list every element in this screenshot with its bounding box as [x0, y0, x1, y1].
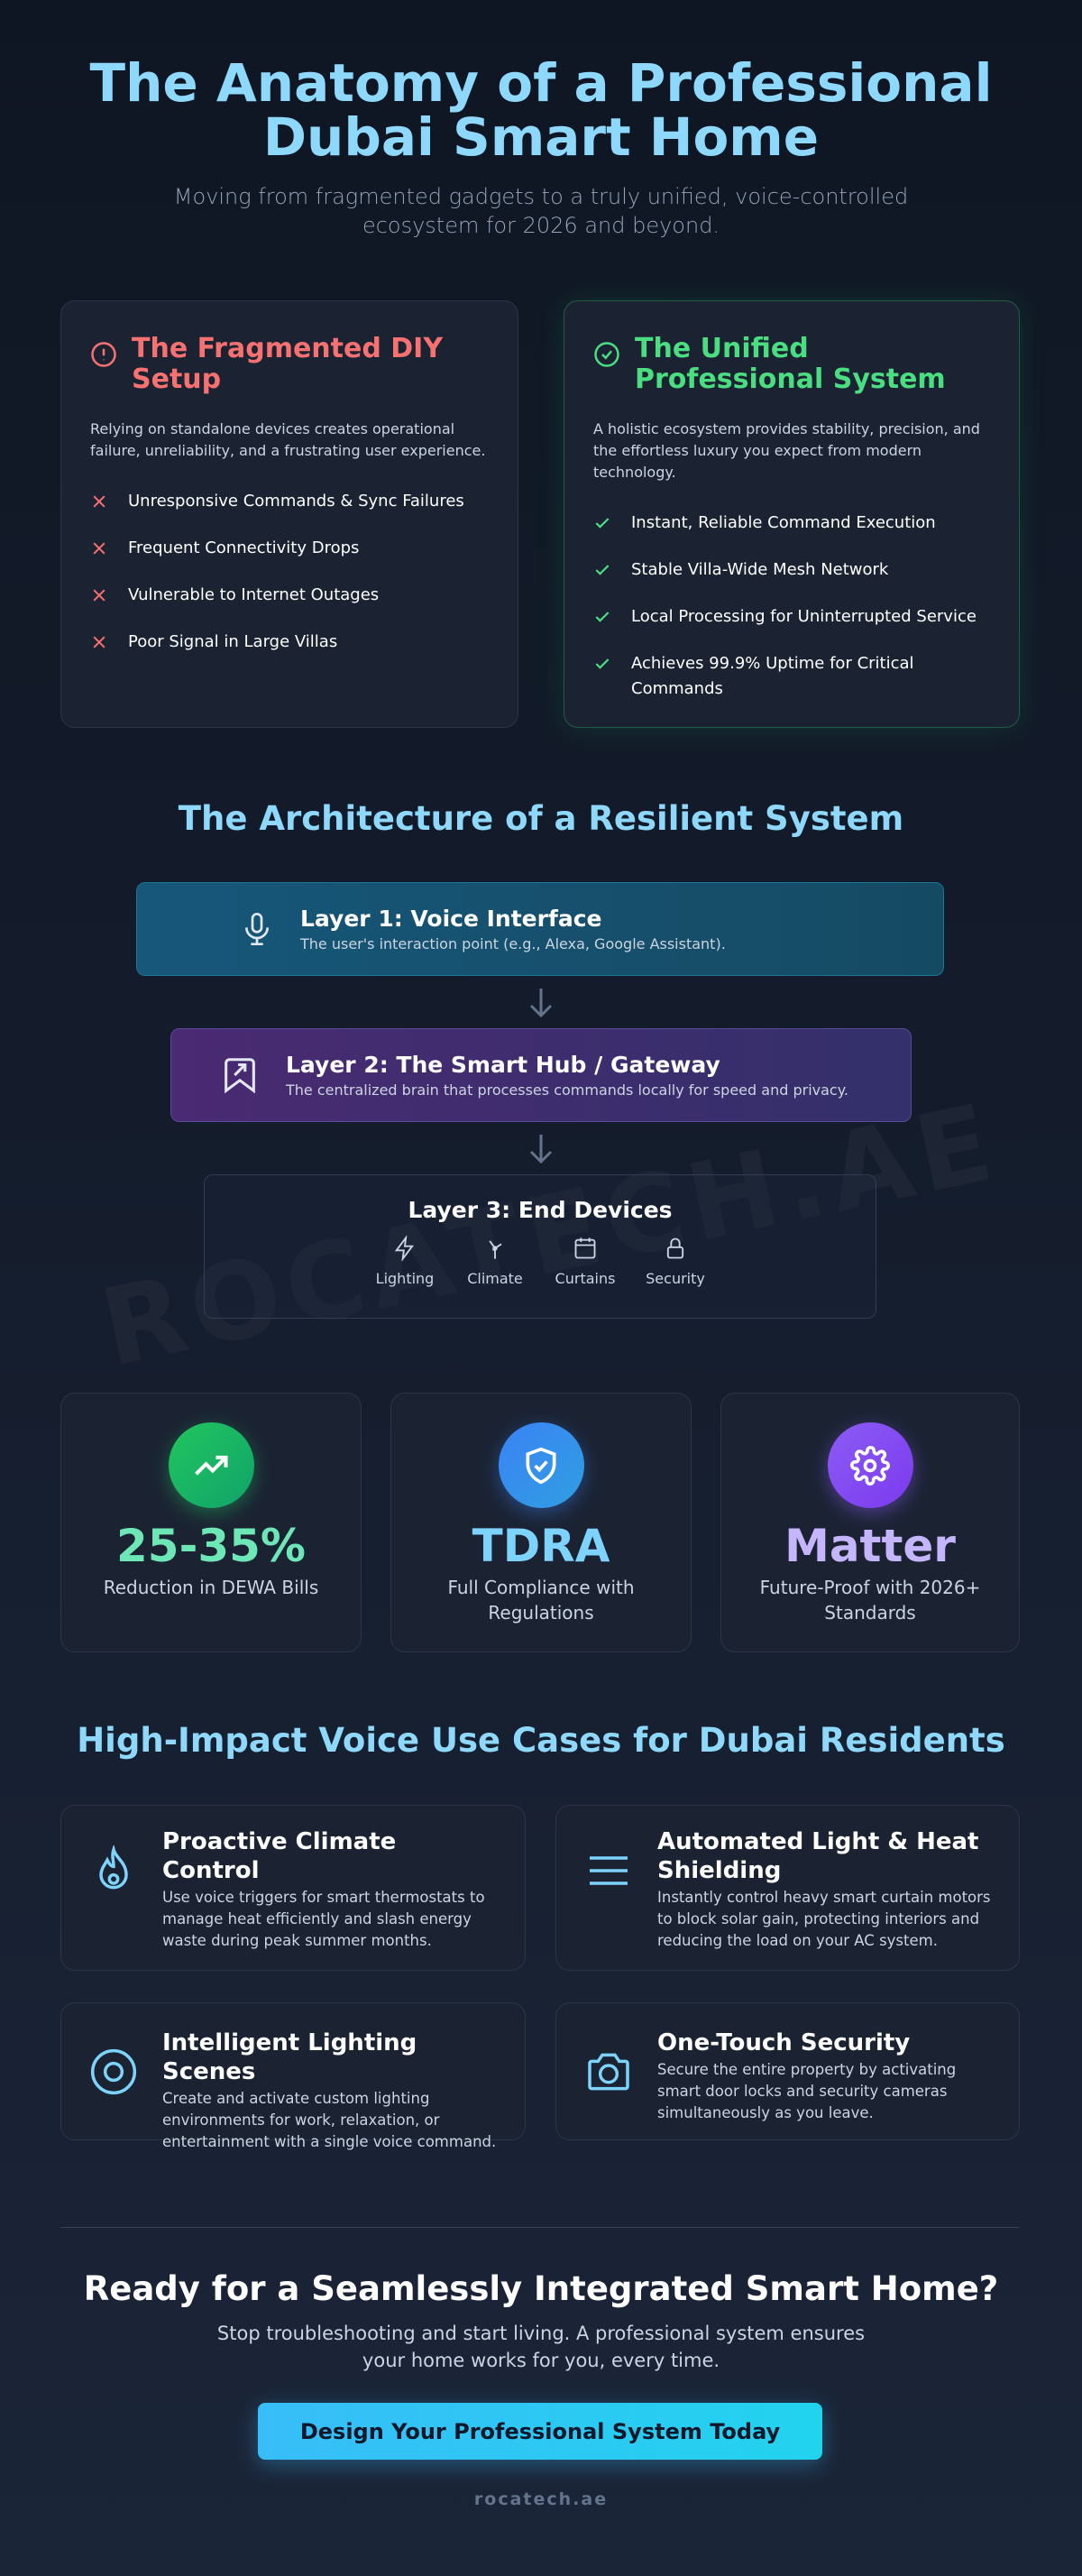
stat-card: TDRA Full Compliance with Regulations: [390, 1393, 692, 1652]
device-label: Lighting: [375, 1270, 435, 1287]
use-case-title: Intelligent Lighting Scenes: [162, 2029, 417, 2085]
stat-icon: [168, 1422, 254, 1508]
diy-card: The Fragmented DIY Setup Relying on stan…: [60, 300, 518, 728]
problem-item: Poor Signal in Large Villas: [90, 619, 489, 666]
cta-title: Ready for a Seamlessly Integrated Smart …: [83, 2269, 999, 2308]
stat-card: Matter Future-Proof with 2026+ Standards: [720, 1393, 1020, 1652]
problem-item: Unresponsive Commands & Sync Failures: [90, 478, 489, 525]
cta-text: Stop troubleshooting and start living. A…: [216, 2323, 866, 2371]
hub-icon: [225, 1058, 255, 1094]
card-description: A holistic ecosystem provides stability,…: [593, 420, 980, 481]
stat-label: Reduction in DEWA Bills: [103, 1577, 319, 1598]
benefit-item: Stable Villa-Wide Mesh Network: [593, 547, 990, 593]
device-label: Climate: [467, 1270, 523, 1287]
item-text: Frequent Connectivity Drops: [128, 538, 360, 557]
alert-icon: [91, 342, 116, 367]
item-text: Instant, Reliable Command Execution: [631, 513, 936, 532]
layer-title: Layer 2: The Smart Hub / Gateway: [286, 1052, 720, 1078]
layer-title: Layer 3: End Devices: [408, 1197, 673, 1223]
benefit-item: Achieves 99.9% Uptime for Critical Comma…: [593, 640, 990, 713]
pro-card: The Unified Professional System A holist…: [564, 300, 1020, 728]
use-case-title: Automated Light & Heat Shielding: [657, 1828, 979, 1884]
device: Climate: [450, 1236, 540, 1287]
layer-1: Layer 1: Voice Interface The user's inter…: [136, 882, 944, 976]
stat-icon: [827, 1422, 913, 1508]
item-text: Vulnerable to Internet Outages: [128, 585, 380, 604]
card-title: The Fragmented DIY Setup: [132, 333, 444, 395]
stat-label: Full Compliance with Regulations: [447, 1577, 635, 1624]
device: Lighting: [360, 1236, 450, 1287]
arrow: [529, 989, 553, 1018]
divider: [60, 2227, 1020, 2228]
page-title: The Anatomy of a Professional Dubai Smar…: [89, 52, 993, 168]
use-case-title: One-Touch Security: [657, 2029, 911, 2056]
stat-card: 25-35% Reduction in DEWA Bills: [60, 1393, 362, 1652]
use-case-description: Use voice triggers for smart thermostats…: [162, 1889, 485, 1949]
item-text: Poor Signal in Large Villas: [128, 632, 338, 651]
use-case-description: Create and activate custom lighting envi…: [162, 2090, 497, 2150]
layer-3: Layer 3: End Devices Lighting Climate Curt…: [204, 1174, 876, 1319]
item-text: Achieves 99.9% Uptime for Critical Comma…: [631, 654, 914, 698]
problem-item: Vulnerable to Internet Outages: [90, 572, 489, 619]
problem-list: Unresponsive Commands & Sync Failures Fre…: [90, 478, 489, 666]
layer-title: Layer 1: Voice Interface: [300, 906, 602, 932]
use-case-card: Intelligent Lighting Scenes Create and ac…: [60, 2002, 526, 2150]
stat-icon: [498, 1422, 584, 1508]
benefit-item: Instant, Reliable Command Execution: [593, 500, 990, 547]
layer-2: Layer 2: The Smart Hub / Gateway The cent…: [170, 1028, 912, 1122]
use-case-card: Automated Light & Heat Shielding Instantl…: [555, 1805, 1020, 1971]
device-list: Lighting Climate Curtains Security: [205, 1236, 876, 1287]
stat-value: 25-35%: [115, 1520, 306, 1572]
use-case-title: Proactive Climate Control: [162, 1828, 397, 1884]
item-text: Stable Villa-Wide Mesh Network: [631, 560, 889, 579]
use-case-card: One-Touch Security Secure the entire prop…: [555, 2002, 1020, 2140]
stat-value: TDRA: [472, 1520, 610, 1572]
device-label: Security: [646, 1270, 705, 1287]
benefit-item: Local Processing for Uninterrupted Servi…: [593, 593, 990, 640]
use-case-description: Secure the entire property by activating…: [657, 2061, 957, 2121]
layer-description: The user's interaction point (e.g., Alex…: [300, 935, 726, 952]
device-label: Curtains: [555, 1270, 616, 1287]
arrow: [529, 1135, 553, 1164]
item-text: Local Processing for Uninterrupted Servi…: [631, 607, 977, 626]
stat-label: Future-Proof with 2026+ Standards: [759, 1577, 981, 1624]
footer: rocatech.ae: [473, 2489, 609, 2509]
device: Security: [630, 1236, 720, 1287]
subtitle: Moving from fragmented gadgets to a trul…: [173, 184, 909, 238]
cta-button[interactable]: Design Your Professional System Today: [258, 2403, 822, 2460]
section-title: The Architecture of a Resilient System: [178, 799, 904, 838]
device: Curtains: [540, 1236, 630, 1287]
check-icon: [594, 342, 619, 367]
mic-icon: [245, 913, 269, 945]
problem-item: Frequent Connectivity Drops: [90, 525, 489, 572]
item-text: Unresponsive Commands & Sync Failures: [128, 492, 464, 511]
card-title: The Unified Professional System: [635, 333, 946, 395]
use-case-description: Instantly control heavy smart curtain mo…: [657, 1889, 991, 1949]
layer-description: The centralized brain that processes com…: [286, 1081, 848, 1099]
card-description: Relying on standalone devices creates op…: [90, 420, 486, 459]
benefit-list: Instant, Reliable Command Execution Stabl…: [593, 500, 990, 713]
section-title: High-Impact Voice Use Cases for Dubai Re…: [77, 1721, 1005, 1760]
stat-value: Matter: [784, 1520, 956, 1572]
use-case-card: Proactive Climate Control Use voice trigg…: [60, 1805, 526, 1971]
